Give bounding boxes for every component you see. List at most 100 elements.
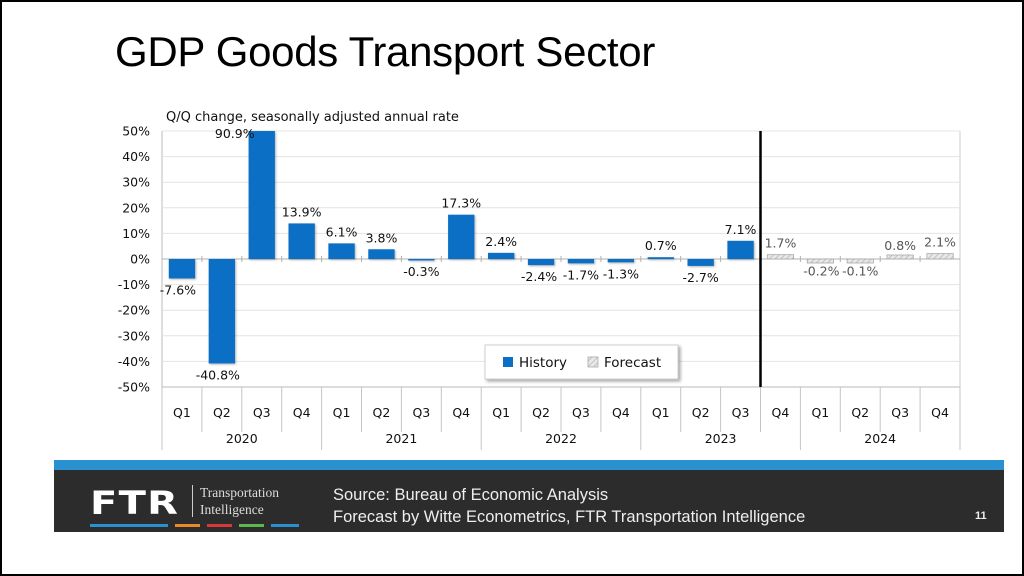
y-tick-label: 20% <box>122 200 150 215</box>
bar-history <box>328 243 355 259</box>
legend-swatch-forecast <box>587 356 599 368</box>
data-label: 13.9% <box>282 204 322 219</box>
bar-chart: Q/Q change, seasonally adjusted annual r… <box>118 110 961 450</box>
x-year-label: 2021 <box>385 431 417 446</box>
x-tick-label: Q3 <box>253 405 271 420</box>
x-tick-label: Q2 <box>373 405 391 420</box>
data-label: -0.1% <box>842 263 878 278</box>
legend-label-forecast: Forecast <box>604 355 661 371</box>
x-tick-label: Q1 <box>173 405 191 420</box>
slide-title: GDP Goods Transport Sector <box>115 28 656 75</box>
bar-history <box>208 259 236 364</box>
legend-swatch-history <box>503 357 513 367</box>
y-tick-label: 30% <box>122 175 150 190</box>
x-tick-label: Q2 <box>851 405 869 420</box>
legend: History Forecast <box>484 344 679 380</box>
y-tick-label: -30% <box>118 328 150 343</box>
x-year-label: 2024 <box>864 431 896 446</box>
data-label: -2.4% <box>521 269 557 284</box>
data-label: 2.1% <box>924 235 956 250</box>
data-label: 6.1% <box>326 224 358 239</box>
bar-forecast <box>886 254 914 260</box>
x-year-label: 2022 <box>545 431 577 446</box>
bar-forecast <box>806 258 834 264</box>
x-tick-label: Q2 <box>692 405 710 420</box>
bar-history <box>727 240 754 259</box>
data-labels: -7.6% -40.8% 90.9% 13.9% 6.1% 3.8% -0.3% 17.3% 2… <box>160 126 956 382</box>
bar-history <box>607 259 635 263</box>
bar-forecast <box>846 258 874 264</box>
data-label: -0.2% <box>803 264 839 279</box>
x-year-label: 2020 <box>226 431 258 446</box>
y-tick-label: 10% <box>122 226 150 241</box>
data-label: -2.7% <box>683 270 719 285</box>
ftr-logo: FTR <box>90 484 180 522</box>
x-axis: Q1 Q2 Q3 Q4 Q1 Q2 Q3 Q4 Q1 Q2 Q3 Q4 Q1 Q2 Q3 Q4 Q1 Q2 Q3 Q4… <box>161 386 961 450</box>
data-label: 1.7% <box>765 236 797 251</box>
x-tick-label: Q4 <box>931 405 949 420</box>
bar-history <box>288 223 315 259</box>
data-label: -1.3% <box>603 266 639 281</box>
y-tick-label: 50% <box>122 124 150 139</box>
data-label: 7.1% <box>725 222 757 237</box>
bar-forecast <box>926 253 954 260</box>
bars <box>168 131 954 364</box>
x-year-label: 2023 <box>705 431 737 446</box>
x-tick-label: Q4 <box>452 405 470 420</box>
y-axis-ticks: 50% 40% 30% 20% 10% 0% -10% -20% -30% -40% -50% <box>118 124 150 395</box>
data-label: 17.3% <box>441 196 481 211</box>
bar-forecast <box>766 254 795 260</box>
x-tick-label: Q1 <box>492 405 510 420</box>
data-label: -1.7% <box>563 267 599 282</box>
y-tick-label: 40% <box>122 149 150 164</box>
x-tick-label: Q2 <box>213 405 231 420</box>
y-tick-label: -40% <box>118 354 150 369</box>
x-tick-label: Q1 <box>652 405 670 420</box>
data-label: -40.8% <box>196 367 240 382</box>
logo-underline-3 <box>207 524 232 527</box>
data-label: 90.9% <box>215 126 255 141</box>
data-label: 3.8% <box>366 230 398 245</box>
bar-history <box>168 259 196 279</box>
logo-underline-1 <box>90 524 168 527</box>
data-label: -0.3% <box>403 264 439 279</box>
footer-accent-stripe <box>54 460 1004 470</box>
chart-subtitle: Q/Q change, seasonally adjusted annual r… <box>166 110 459 125</box>
logo-underline-4 <box>239 524 264 527</box>
y-tick-label: -50% <box>118 380 150 395</box>
legend-box <box>484 344 679 380</box>
legend-label-history: History <box>519 355 567 371</box>
x-tick-label: Q4 <box>612 405 630 420</box>
page-number: 11 <box>975 510 987 522</box>
footer: FTR Transportation Intelligence Source: … <box>54 470 1004 532</box>
x-tick-label: Q1 <box>811 405 829 420</box>
x-tick-label: Q4 <box>772 405 790 420</box>
bar-history <box>248 131 275 259</box>
x-tick-label: Q1 <box>333 405 351 420</box>
logo-text-line2: Intelligence <box>200 502 264 517</box>
x-tick-label: Q3 <box>412 405 430 420</box>
logo-underline-2 <box>175 524 200 527</box>
bar-history <box>487 252 515 259</box>
bar-history <box>368 249 395 259</box>
bar-history <box>408 259 435 261</box>
y-tick-label: -20% <box>118 303 150 318</box>
bar-history <box>527 259 555 266</box>
data-label: 2.4% <box>485 234 517 249</box>
bar-history <box>647 257 674 259</box>
x-tick-label: Q3 <box>572 405 590 420</box>
bar-history <box>687 259 714 266</box>
data-label: 0.8% <box>884 238 916 253</box>
x-tick-label: Q3 <box>891 405 909 420</box>
forecast-credit-text: Forecast by Witte Econometrics, FTR Tran… <box>333 508 806 526</box>
x-tick-label: Q2 <box>532 405 550 420</box>
logo-text-line1: Transportation <box>200 485 280 500</box>
y-tick-label: 0% <box>130 252 150 267</box>
data-label: 0.7% <box>645 238 677 253</box>
y-tick-label: -10% <box>118 277 150 292</box>
bar-history <box>567 259 595 264</box>
source-text: Source: Bureau of Economic Analysis <box>333 486 609 504</box>
x-tick-label: Q4 <box>293 405 311 420</box>
logo-divider <box>192 485 193 517</box>
